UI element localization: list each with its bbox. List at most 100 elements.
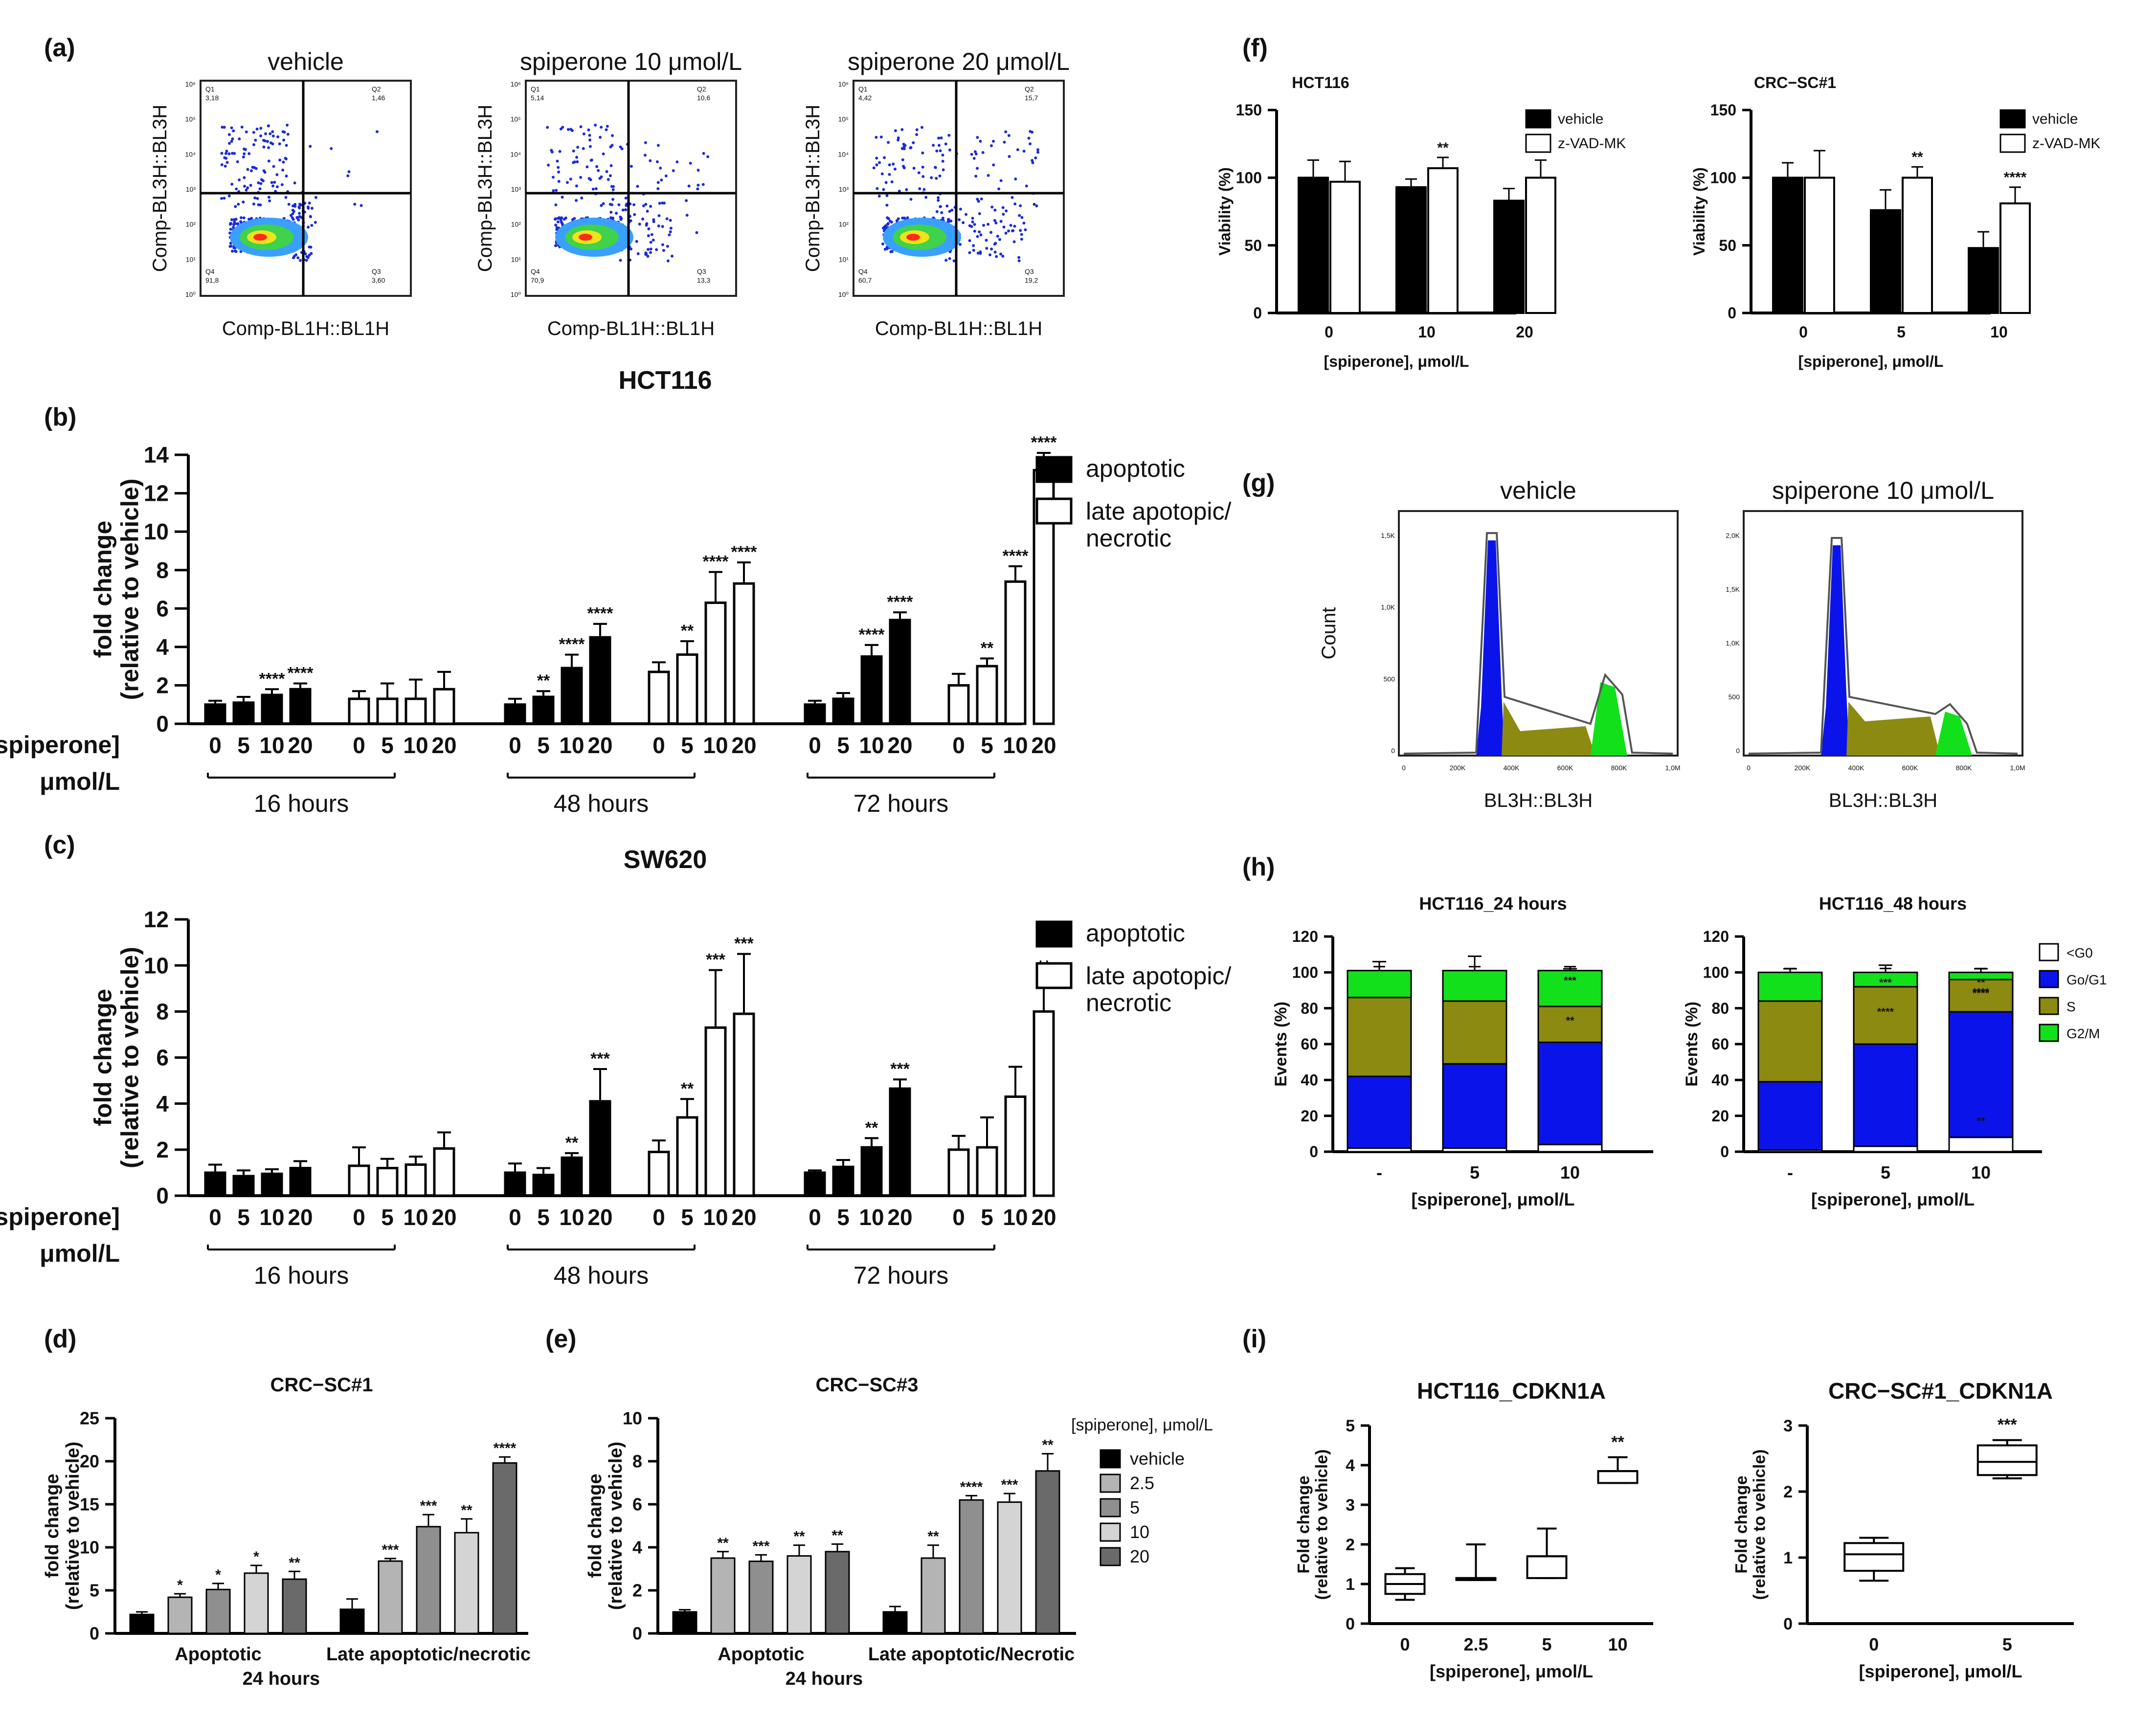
chart-b-dose-tick: 10	[703, 733, 728, 758]
stacked-segment-S	[1347, 997, 1412, 1077]
chart-c-dose-unit: μmol/L	[40, 1240, 120, 1267]
flow-event	[649, 247, 652, 251]
flow-event	[566, 181, 569, 184]
flow-event	[280, 183, 284, 186]
chart-b-dose-tick: 5	[837, 733, 850, 758]
chart-h1-y-tick-label: 20	[1301, 1107, 1318, 1125]
quadrant-label: Q2	[372, 85, 381, 93]
chart-h2-category-label: 5	[1881, 1162, 1890, 1183]
flow-event	[971, 220, 974, 223]
stacked-segment-S	[1853, 986, 1918, 1045]
histogram-title: spiperone 10 μmol/L	[1772, 477, 1994, 504]
flow-y-tick-label: 10⁵	[511, 115, 521, 123]
stacked-segment-GoG1	[1537, 1041, 1603, 1145]
flow-event	[685, 199, 688, 202]
histogram-x-tick-label: 200K	[1450, 764, 1466, 772]
flow-event	[1022, 222, 1026, 225]
chart-i2-title: CRC−SC#1_CDKN1A	[1828, 1378, 2053, 1404]
significance-marker: *	[253, 1549, 259, 1565]
flow-event	[575, 156, 579, 159]
flow-event	[600, 126, 603, 129]
legend-swatch	[1100, 1522, 1121, 1542]
flow-event	[588, 138, 591, 142]
flow-event	[609, 145, 612, 149]
flow-event	[989, 231, 992, 234]
legend-label: S	[2066, 999, 2076, 1014]
flow-event	[580, 196, 584, 200]
chart-c-dose-tick: 20	[887, 1205, 912, 1230]
chart-f2-y-tick-label: 100	[1710, 169, 1736, 187]
chart-d-y-tick-label: 15	[80, 1495, 99, 1515]
flow-event	[995, 255, 998, 258]
chart-f1-xlabel: [spiperone], μmol/L	[1324, 353, 1469, 370]
flow-event	[921, 175, 925, 178]
chart-h1-y-tick-label: 100	[1292, 964, 1318, 982]
flow-event	[890, 180, 894, 183]
flow-event	[314, 221, 317, 224]
bar-zvad	[1902, 177, 1933, 314]
histogram-xlabel: BL3H::BL3H	[1484, 790, 1593, 811]
flow-event	[267, 124, 270, 128]
chart-b-dose-tick: 5	[237, 733, 250, 758]
legend-swatch	[1100, 1498, 1121, 1517]
flow-event	[298, 202, 302, 206]
flow-event	[897, 136, 900, 139]
histogram-x-tick-label: 1,0M	[2010, 764, 2025, 772]
flow-event	[646, 255, 650, 258]
flow-event	[1036, 148, 1039, 152]
flow-density-max	[906, 234, 920, 241]
chart-b-dose-tick: 20	[288, 733, 313, 758]
chart-c-dose-tick: 20	[587, 1205, 612, 1230]
bar-vehicle	[129, 1613, 155, 1634]
flow-event	[243, 184, 246, 188]
flow-event	[611, 188, 615, 191]
bar-10	[786, 1555, 812, 1634]
flow-event	[647, 227, 651, 230]
flow-event	[947, 134, 951, 137]
histogram-frame	[1743, 510, 2023, 757]
legend-swatch	[1100, 1449, 1121, 1469]
flow-event	[879, 135, 883, 139]
flow-event	[973, 223, 976, 226]
flow-event	[918, 187, 921, 190]
flow-event	[1017, 259, 1021, 263]
quadrant-label: Q3	[372, 268, 381, 275]
flow-event	[562, 218, 566, 221]
flow-event	[309, 145, 312, 148]
significance-marker: ****	[960, 1479, 983, 1495]
flow-event	[1020, 216, 1024, 219]
flow-event	[569, 178, 572, 181]
chart-b-dose-tick: 10	[1003, 733, 1028, 758]
flow-event	[304, 252, 307, 256]
flow-event	[576, 160, 579, 163]
flow-event	[237, 202, 240, 206]
time-group-label: 72 hours	[853, 790, 949, 817]
flow-event	[240, 216, 243, 220]
stacked-segment-G2M	[1537, 970, 1603, 1007]
flow-event	[972, 244, 975, 247]
flow-y-tick-label: 10⁰	[838, 290, 849, 298]
bar-apoptotic	[832, 1165, 854, 1197]
flow-y-tick-label: 10⁶	[838, 80, 849, 88]
flow-event	[240, 125, 244, 129]
chart-f1-y-tick-label: 100	[1236, 169, 1262, 187]
chart-b-dose-tick: 20	[431, 733, 456, 758]
histogram-title: vehicle	[1500, 477, 1576, 504]
flow-event	[579, 176, 583, 179]
stacked-segment-G0	[1948, 1137, 2014, 1153]
bar-apoptotic	[532, 1174, 555, 1197]
significance-marker: ****	[494, 1440, 517, 1456]
flow-event	[266, 140, 269, 143]
bar-late	[404, 1163, 427, 1197]
flow-event	[885, 203, 889, 207]
flow-event	[973, 150, 977, 154]
flow-event	[253, 196, 257, 200]
panel-label: (e)	[545, 1325, 577, 1353]
histogram-g1-peak	[1476, 540, 1505, 756]
flow-event	[658, 201, 661, 205]
flow-plot-xlabel: Comp-BL1H::BL1H	[547, 318, 715, 339]
flow-event	[572, 149, 575, 153]
stacked-segment-G0	[1537, 1143, 1603, 1153]
bar-apoptotic	[232, 1175, 255, 1197]
flow-event	[557, 179, 561, 183]
